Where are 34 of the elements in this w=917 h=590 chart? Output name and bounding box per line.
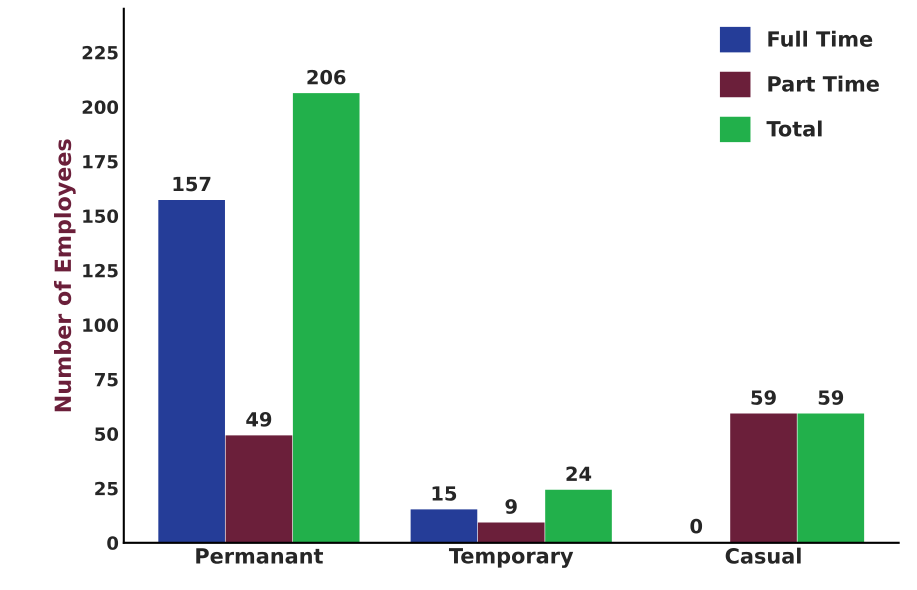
data-label: 0 [690,518,702,534]
y-tick-label: 225 [82,46,118,60]
x-tick-label: Temporary [448,548,574,568]
y-tick-label: 150 [83,209,118,224]
legend-label: Full Time [768,30,872,47]
data-label: 59 [752,390,776,405]
data-label: 59 [818,390,844,405]
y-tick-label: 50 [95,427,118,441]
y-tick-label: 0 [107,536,118,550]
data-label: 157 [174,176,210,192]
x-tick-label: Permanant [196,548,324,564]
bar [545,490,612,543]
y-tick-label: 125 [83,264,118,278]
legend-label: Part Time [768,76,879,92]
bar [158,200,225,543]
y-tick-label: 25 [95,482,118,496]
y-tick-label: 175 [83,155,118,169]
x-tick-label: Casual [726,548,801,564]
y-axis-title: Number of Employees [54,139,76,412]
data-label: 49 [246,412,272,427]
bar [797,414,864,543]
y-tick-label: 75 [95,373,118,386]
data-label: 24 [566,466,592,481]
data-label: 15 [432,486,456,501]
data-label: 206 [307,70,346,85]
bar [478,522,545,543]
bar [226,435,292,543]
bar [410,509,478,543]
bar [730,414,797,543]
y-tick-label: 100 [83,318,118,332]
y-tick-label: 200 [82,100,118,114]
data-label: 9 [505,499,517,514]
bar [292,93,360,543]
legend-label: Total [766,120,822,137]
